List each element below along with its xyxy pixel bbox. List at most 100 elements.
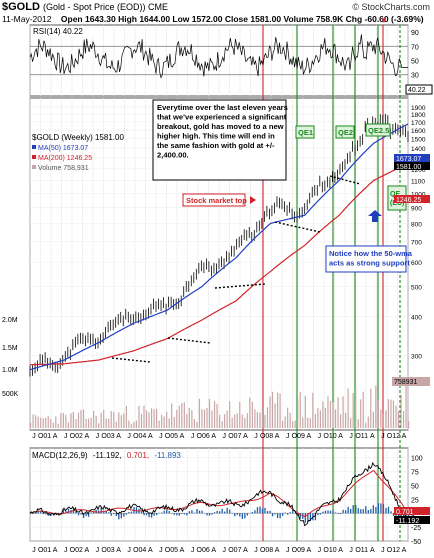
volume-bar xyxy=(372,411,374,428)
symbol-desc: (Gold - Spot Price (EOD)) CME xyxy=(42,2,168,12)
volume-bar xyxy=(297,397,299,428)
breakout-dotted-line xyxy=(167,337,211,344)
volume-bar xyxy=(191,410,193,428)
x-tick-label: A xyxy=(148,433,153,440)
stock-top-arrow-icon xyxy=(250,196,256,204)
x-tick-label: J xyxy=(32,433,36,440)
x-tick-label: J xyxy=(64,547,68,554)
price-tick-label: 1900 xyxy=(411,105,426,112)
macd-hist-bar xyxy=(35,513,37,514)
rsi-current-text: 40.22 xyxy=(408,87,426,94)
macd-hist-bar xyxy=(213,512,216,514)
volume-bar xyxy=(118,412,120,428)
volume-bar xyxy=(284,416,286,428)
x-tick-label: A xyxy=(211,433,216,440)
volume-bar xyxy=(327,396,329,428)
price-tick-label: 600 xyxy=(411,260,422,267)
x-tick-label: J xyxy=(127,433,131,440)
volume-bar xyxy=(405,385,407,428)
macd-signal-badge xyxy=(394,507,430,515)
x-tick-label: J xyxy=(223,433,227,440)
qe1-box xyxy=(295,125,315,139)
x-tick-label: O06 xyxy=(197,547,210,554)
volume-bar xyxy=(52,422,54,428)
volume-bar xyxy=(145,410,148,428)
macd-hist-bar xyxy=(309,513,312,522)
volume-bar xyxy=(105,418,107,428)
macd-hist-bar xyxy=(161,512,163,514)
macd-hist-bar xyxy=(294,512,296,514)
macd-hist-bar xyxy=(65,510,67,514)
volume-bar xyxy=(30,422,32,428)
volume-bar xyxy=(115,421,117,428)
macd-hist-bar xyxy=(173,513,175,515)
x-tick-label: O09 xyxy=(292,433,305,440)
price-tick-label: 1700 xyxy=(411,120,426,127)
volume-bar xyxy=(345,412,347,428)
volume-bar xyxy=(77,412,80,428)
volume-bar xyxy=(213,401,216,428)
x-tick-label: J xyxy=(32,547,36,554)
x-tick-label: A xyxy=(243,547,248,554)
volume-bar xyxy=(219,414,221,428)
macd-hist-bar xyxy=(317,513,319,516)
volume-bar xyxy=(239,401,241,428)
macd-hist-bar xyxy=(367,510,369,514)
macd-hist-bar xyxy=(40,510,42,514)
volume-bar xyxy=(168,418,170,428)
volume-bar xyxy=(208,398,211,428)
macd-hist-bar xyxy=(37,510,39,514)
macd-hist-bar xyxy=(332,510,334,514)
macd-label: MACD(12,26,9) -11.192, 0.701, -11.893 xyxy=(32,451,181,460)
macd-hist-bar xyxy=(380,503,382,514)
text-line: Notice how the 50-wma xyxy=(329,249,413,258)
volume-bar xyxy=(62,412,64,428)
volume-bar xyxy=(375,385,377,428)
macd-hist-bar xyxy=(339,513,342,515)
volume-bar xyxy=(32,414,34,428)
volume-bar xyxy=(156,408,158,428)
macd-hist-bar xyxy=(226,507,228,514)
x-tick-label: A xyxy=(116,433,121,440)
volume-bar xyxy=(82,409,85,428)
ma200-swatch xyxy=(32,155,36,159)
macd-hist-bar xyxy=(206,513,208,516)
volume-bar xyxy=(246,413,248,428)
macd-tick-label: 50 xyxy=(411,483,419,490)
ohlc-stats: Open 1643.30 High 1644.00 Low 1572.00 Cl… xyxy=(60,14,424,24)
volume-bar xyxy=(279,393,281,428)
volume-bar xyxy=(75,419,77,428)
volume-bar xyxy=(317,408,319,428)
x-tick-label: O04 xyxy=(133,433,146,440)
volume-bar xyxy=(181,403,183,428)
volume-bar xyxy=(266,407,269,428)
price-plot xyxy=(29,113,409,377)
macd-hist-bar xyxy=(357,508,359,514)
volume-bar xyxy=(67,422,69,428)
macd-signal-line xyxy=(29,470,409,517)
volume-bar xyxy=(292,421,294,428)
volume-bar xyxy=(176,409,178,428)
volume-bar xyxy=(173,417,175,428)
notice-box xyxy=(325,245,407,273)
macd-hist-bar xyxy=(103,510,105,514)
macd-hist-bar xyxy=(115,513,117,517)
price-tick-label: 1600 xyxy=(411,128,426,135)
volume-bar xyxy=(342,396,344,428)
macd-hist-bar xyxy=(153,513,155,516)
macd-hist-bar xyxy=(355,504,357,514)
macd-hist-bar xyxy=(72,509,75,514)
volume-bar xyxy=(314,414,316,428)
volume-bar xyxy=(166,411,168,428)
macd-hist-bar xyxy=(279,513,281,519)
volume-bar xyxy=(158,420,160,428)
x-tick-label: J xyxy=(381,433,385,440)
price-tick-label: 1200 xyxy=(411,167,426,174)
volume-bar xyxy=(397,411,400,428)
volume-bar xyxy=(282,420,284,428)
volume-bar xyxy=(221,421,223,428)
macd-hist-bar xyxy=(274,513,276,515)
macd-hist-bar xyxy=(108,512,110,514)
price-tick-label: 1800 xyxy=(411,112,426,119)
